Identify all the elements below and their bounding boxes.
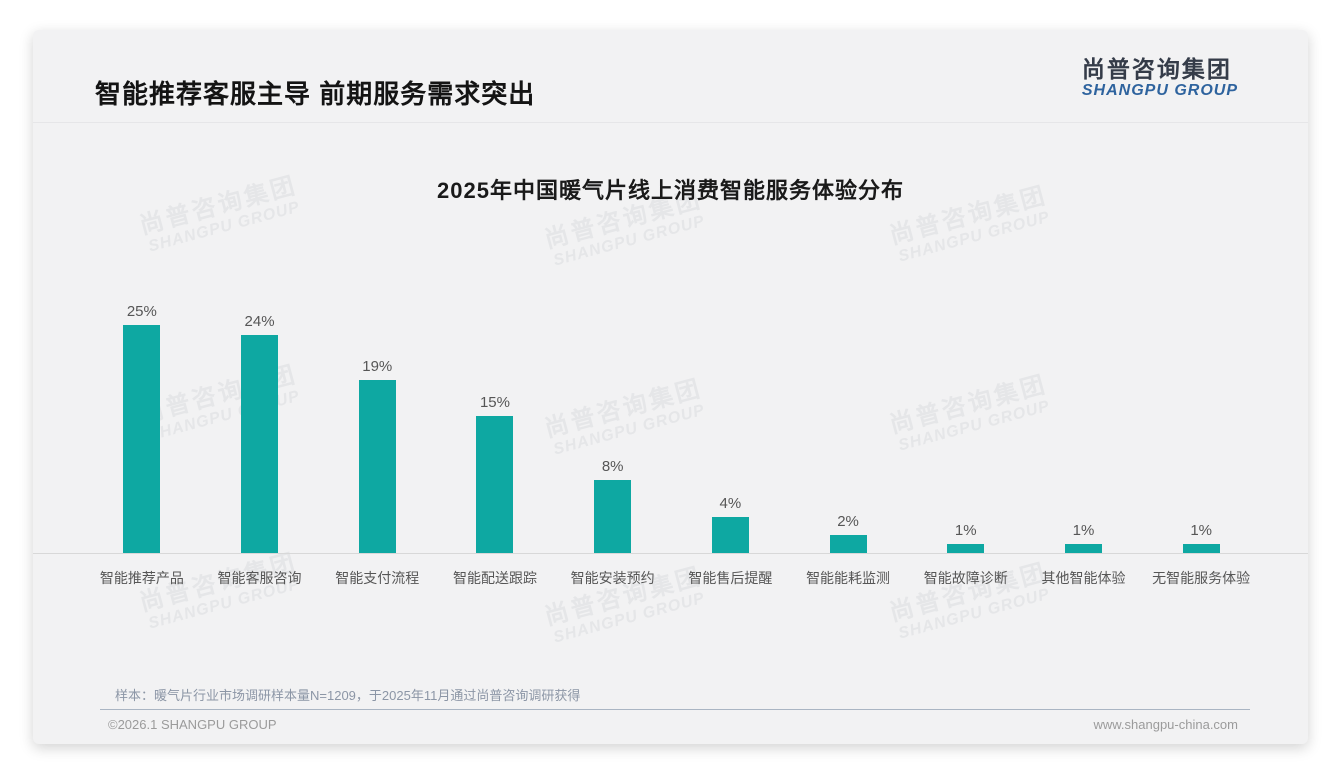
category-label: 智能推荐产品 [99,570,184,586]
bar [1182,544,1220,553]
bar-column: 2% [789,513,907,553]
bar [123,325,161,553]
bar [947,544,985,553]
slide-card: 智能推荐客服主导 前期服务需求突出 尚普咨询集团 SHANGPU GROUP 尚… [33,30,1308,744]
header-divider [33,122,1308,123]
category-label: 智能支付流程 [335,570,420,586]
watermark-english-text: SHANGPU GROUP [896,586,1052,643]
bar [829,535,867,553]
bar-column: 24% [201,313,319,553]
bar-value-label: 19% [362,358,393,375]
bar [476,416,514,553]
category-label: 智能能耗监测 [806,570,891,586]
bar [594,480,632,553]
category-label: 智能故障诊断 [923,570,1008,586]
bar-value-label: 1% [954,522,977,539]
bar-value-label: 8% [601,458,624,475]
bar-column: 1% [907,522,1025,553]
category-label: 无智能服务体验 [1152,570,1251,586]
category-labels-row: 智能推荐产品 智能客服咨询 智能支付流程 智能配送跟踪 智能安装预约 智能售后提醒 智能能耗… [83,568,1260,588]
bar [241,335,279,553]
bar-value-label: 25% [126,303,157,320]
bar-value-label: 1% [1190,522,1213,539]
bar-value-label: 2% [837,513,859,530]
chart-title: 2025年中国暖气片线上消费智能服务体验分布 [437,178,904,203]
bar-column: 1% [1142,522,1260,553]
bar-value-label: 1% [1072,522,1095,539]
bars-row: 25% 24% 19% 15% 8% 4% 2% 1% 1% 1% [83,230,1260,553]
bar [1064,544,1102,553]
category-label: 智能配送跟踪 [452,570,537,586]
bar-column: 8% [554,458,672,553]
category-label: 智能安装预约 [570,570,655,586]
category-label: 智能售后提醒 [688,570,773,586]
bar-column: 25% [83,303,201,553]
footer-divider [100,709,1250,710]
bar [358,380,396,553]
sample-footnote: 样本：暖气片行业市场调研样本量N=1209，于2025年11月通过尚普咨询调研获… [115,688,581,703]
category-label: 智能客服咨询 [217,570,302,586]
bar-column: 1% [1025,522,1143,553]
bar-value-label: 4% [719,495,742,512]
page-title: 智能推荐客服主导 前期服务需求突出 [95,79,536,109]
x-axis-line [33,553,1308,554]
company-logo: 尚普咨询集团 SHANGPU GROUP [1082,56,1238,101]
watermark-english-text: SHANGPU GROUP [551,590,707,647]
bar-chart: 25% 24% 19% 15% 8% 4% 2% 1% 1% 1% [83,230,1260,553]
bar [711,517,749,553]
bar-column: 4% [672,495,790,553]
footer-copyright: ©2026.1 SHANGPU GROUP [108,717,277,732]
bar-column: 15% [436,394,554,553]
bar-column: 19% [318,358,436,553]
logo-chinese-name: 尚普咨询集团 [1081,56,1232,82]
category-label: 其他智能体验 [1041,570,1126,586]
bar-value-label: 15% [479,394,510,411]
brand-watermark: 尚普咨询集团 SHANGPU GROUP [137,549,305,634]
footer-website: www.shangpu-china.com [1093,717,1238,732]
bar-value-label: 24% [244,313,275,330]
logo-english-name: SHANGPU GROUP [1081,82,1238,100]
